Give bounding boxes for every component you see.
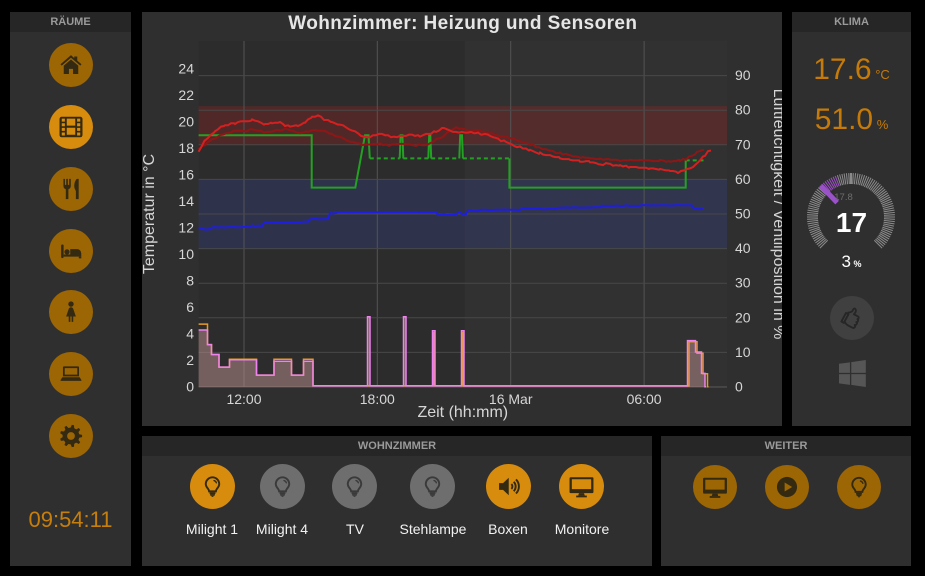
svg-text:50: 50 [735, 206, 751, 222]
svg-text:Wohnzimmer: Heizung und Sensor: Wohnzimmer: Heizung und Sensoren [288, 13, 637, 34]
svg-text:60: 60 [735, 171, 751, 187]
svg-text:80: 80 [735, 102, 751, 118]
svg-text:18: 18 [178, 140, 194, 156]
svg-text:8: 8 [186, 273, 194, 289]
svg-text:0: 0 [735, 379, 743, 395]
svg-text:22: 22 [178, 87, 194, 103]
svg-text:2: 2 [186, 352, 194, 368]
svg-text:24: 24 [178, 61, 194, 77]
svg-text:12: 12 [178, 220, 194, 236]
svg-text:70: 70 [735, 136, 751, 152]
svg-text:Zeit (hh:mm): Zeit (hh:mm) [417, 404, 508, 421]
svg-text:06:00: 06:00 [627, 391, 662, 407]
svg-text:0: 0 [186, 379, 194, 395]
svg-text:12:00: 12:00 [226, 391, 261, 407]
svg-text:10: 10 [178, 246, 194, 262]
svg-text:16 Mar: 16 Mar [489, 391, 533, 407]
svg-text:4: 4 [186, 326, 194, 342]
svg-text:30: 30 [735, 275, 751, 291]
svg-text:Luftfeuchtigkeit / Ventilposit: Luftfeuchtigkeit / Ventilposition in % [770, 89, 782, 340]
svg-text:Temperatur in °C: Temperatur in °C [142, 154, 158, 274]
svg-text:40: 40 [735, 240, 751, 256]
svg-text:20: 20 [735, 309, 751, 325]
svg-text:20: 20 [178, 114, 194, 130]
svg-text:14: 14 [178, 193, 194, 209]
svg-text:6: 6 [186, 299, 194, 315]
svg-text:90: 90 [735, 67, 751, 83]
svg-text:16: 16 [178, 167, 194, 183]
svg-text:10: 10 [735, 344, 751, 360]
svg-text:18:00: 18:00 [360, 391, 395, 407]
